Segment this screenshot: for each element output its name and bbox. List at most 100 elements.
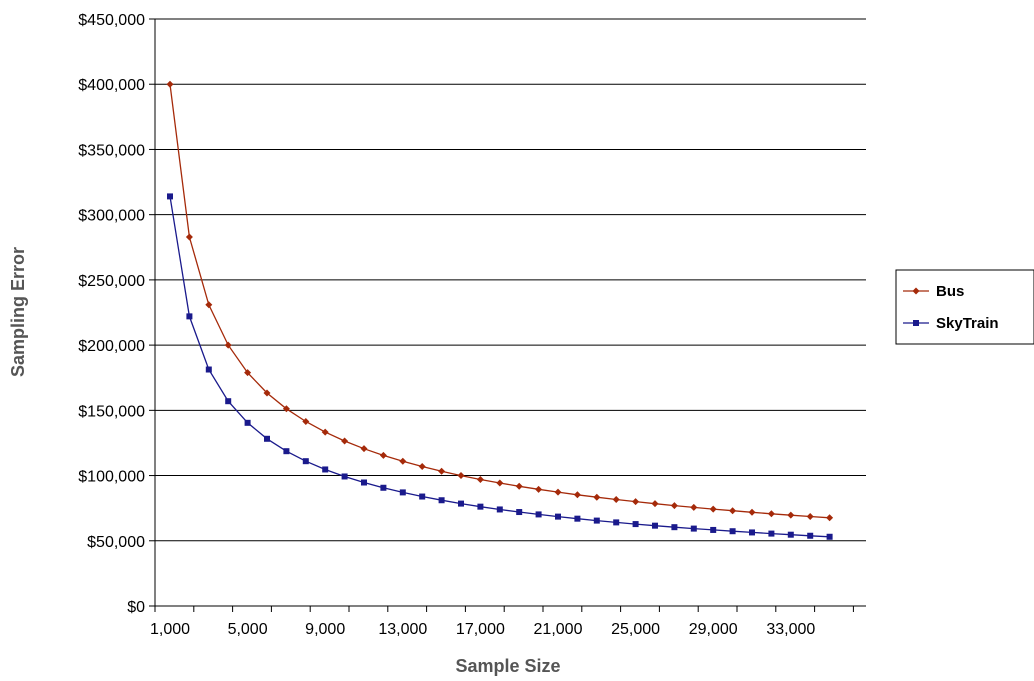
legend-marker-skytrain bbox=[913, 320, 919, 326]
point-skytrain bbox=[167, 193, 173, 200]
point-bus bbox=[244, 369, 252, 377]
x-axis-ticks: 1,000 5,000 9,000 13,000 17,000 21,000 25,000 2… bbox=[150, 606, 854, 638]
y-axis-title: Sampling Error bbox=[8, 247, 28, 377]
series-group bbox=[166, 80, 834, 540]
point-skytrain bbox=[322, 466, 329, 473]
point-skytrain bbox=[671, 524, 678, 531]
point-bus bbox=[787, 511, 795, 519]
point-skytrain bbox=[690, 525, 697, 532]
point-bus bbox=[263, 389, 271, 397]
point-skytrain bbox=[380, 484, 387, 491]
y-tick-label: $300,000 bbox=[78, 208, 145, 225]
point-skytrain bbox=[632, 521, 639, 528]
point-skytrain bbox=[593, 517, 600, 524]
point-skytrain bbox=[264, 435, 270, 442]
y-tick-label: $150,000 bbox=[78, 403, 145, 420]
legend-marker-bus bbox=[912, 287, 920, 295]
point-skytrain bbox=[438, 497, 445, 504]
point-bus bbox=[826, 514, 834, 522]
point-bus bbox=[496, 479, 504, 487]
y-tick-label: $450,000 bbox=[78, 12, 145, 29]
point-skytrain bbox=[496, 506, 503, 513]
point-skytrain bbox=[535, 511, 542, 518]
point-skytrain bbox=[574, 515, 581, 522]
y-tick-label: $400,000 bbox=[78, 77, 145, 94]
legend-box bbox=[895, 269, 1034, 345]
point-skytrain bbox=[477, 503, 484, 510]
point-skytrain bbox=[419, 493, 426, 500]
x-tick-label: 5,000 bbox=[228, 621, 268, 638]
point-skytrain bbox=[186, 313, 193, 320]
legend: Bus SkyTrain bbox=[895, 269, 1034, 345]
point-skytrain bbox=[807, 532, 814, 539]
point-skytrain bbox=[787, 531, 794, 538]
point-skytrain bbox=[225, 398, 232, 405]
point-skytrain bbox=[458, 500, 464, 507]
point-bus bbox=[573, 491, 581, 499]
point-bus bbox=[379, 451, 387, 459]
x-tick-label: 33,000 bbox=[766, 621, 815, 638]
point-bus bbox=[360, 445, 368, 453]
point-skytrain bbox=[341, 473, 348, 480]
point-bus bbox=[341, 437, 349, 445]
point-bus bbox=[670, 502, 678, 510]
point-bus bbox=[651, 500, 659, 508]
y-tick-label: $50,000 bbox=[87, 534, 145, 551]
point-skytrain bbox=[710, 526, 717, 533]
point-skytrain bbox=[361, 479, 367, 486]
x-tick-label: 17,000 bbox=[456, 621, 505, 638]
point-bus bbox=[418, 463, 426, 471]
point-bus bbox=[185, 233, 193, 241]
y-axis-ticks: $0 $50,000 $100,000 $150,000 $200,000 $250,00… bbox=[78, 12, 155, 616]
x-tick-label: 21,000 bbox=[534, 621, 583, 638]
point-bus bbox=[166, 80, 174, 88]
point-skytrain bbox=[652, 522, 658, 529]
point-skytrain bbox=[768, 530, 775, 537]
point-bus bbox=[457, 472, 465, 480]
point-bus bbox=[593, 493, 601, 501]
x-axis-title: Sample Size bbox=[455, 656, 560, 676]
point-bus bbox=[632, 498, 640, 506]
point-bus bbox=[806, 513, 814, 521]
point-skytrain bbox=[555, 513, 561, 520]
point-bus bbox=[438, 467, 446, 475]
legend-label-skytrain: SkyTrain bbox=[936, 315, 999, 332]
y-tick-label: $0 bbox=[127, 599, 145, 616]
point-bus bbox=[612, 495, 620, 503]
y-tick-label: $350,000 bbox=[78, 142, 145, 159]
point-skytrain bbox=[516, 509, 523, 516]
point-bus bbox=[302, 418, 310, 426]
point-bus bbox=[224, 341, 232, 349]
point-skytrain bbox=[826, 533, 833, 540]
point-bus bbox=[282, 405, 290, 413]
y-tick-label: $250,000 bbox=[78, 273, 145, 290]
point-bus bbox=[748, 508, 756, 516]
point-skytrain bbox=[283, 448, 290, 455]
point-skytrain bbox=[613, 519, 620, 526]
axes bbox=[154, 19, 866, 607]
point-skytrain bbox=[302, 458, 309, 465]
point-skytrain bbox=[399, 489, 406, 496]
point-bus bbox=[690, 503, 698, 511]
point-skytrain bbox=[205, 366, 212, 373]
point-skytrain bbox=[749, 529, 755, 536]
point-bus bbox=[399, 457, 407, 465]
x-tick-label: 25,000 bbox=[611, 621, 660, 638]
point-bus bbox=[535, 485, 543, 493]
point-bus bbox=[321, 428, 329, 436]
x-tick-label: 13,000 bbox=[378, 621, 427, 638]
y-tick-label: $200,000 bbox=[78, 338, 145, 355]
y-tick-label: $100,000 bbox=[78, 469, 145, 486]
point-bus bbox=[515, 482, 523, 490]
gridlines bbox=[155, 18, 866, 542]
point-skytrain bbox=[244, 419, 251, 426]
x-tick-label: 29,000 bbox=[689, 621, 738, 638]
point-bus bbox=[729, 507, 737, 515]
point-bus bbox=[767, 510, 775, 518]
point-bus bbox=[205, 301, 213, 309]
point-bus bbox=[554, 488, 562, 496]
x-tick-label: 9,000 bbox=[305, 621, 345, 638]
point-bus bbox=[709, 505, 717, 513]
x-tick-label: 1,000 bbox=[150, 621, 190, 638]
